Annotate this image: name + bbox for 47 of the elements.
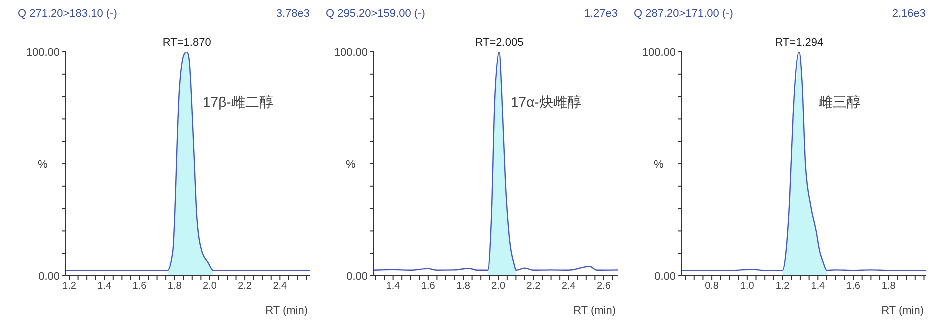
y-tick-label: 0.00 — [346, 270, 368, 283]
y-tick-label: 100.00 — [26, 46, 60, 59]
x-axis-title: RT (min) — [266, 305, 308, 317]
annotation: RT=1.294 — [775, 37, 824, 49]
x-tick-label: 1.6 — [421, 281, 436, 292]
x-tick-label: 2.6 — [597, 281, 612, 292]
x-tick-label: 1.8 — [882, 281, 896, 292]
y-axis-title: % — [38, 158, 48, 171]
annotation: 17α-炔雌醇 — [511, 94, 582, 112]
line-series — [374, 52, 618, 271]
chart-subtitle: 3.78e3 — [276, 8, 310, 22]
x-axis-title: RT (min) — [882, 305, 924, 317]
chart-title: Q 295.20>159.00 (-) — [326, 8, 426, 22]
x-tick-label: 1.4 — [98, 281, 112, 292]
chart-subtitle: 1.27e3 — [584, 8, 618, 22]
x-tick-label: 1.8 — [168, 281, 182, 292]
x-tick-label: 1.2 — [62, 281, 77, 292]
annotation: RT=2.005 — [475, 37, 524, 49]
line-series — [66, 52, 310, 272]
y-tick-label: 100.00 — [642, 46, 676, 59]
y-axis-title: % — [346, 158, 356, 171]
x-tick-label: 1.2 — [776, 281, 790, 292]
annotation: RT=1.870 — [162, 37, 212, 49]
x-tick-label: 2.0 — [202, 281, 218, 292]
x-tick-label: 1.4 — [386, 281, 401, 292]
x-tick-label: 2.2 — [238, 281, 252, 292]
x-tick-label: 0.8 — [705, 281, 720, 292]
x-tick-label: 2.4 — [562, 281, 576, 292]
y-tick-label: 0.00 — [38, 270, 60, 283]
annotation: 雌三醇 — [819, 94, 861, 112]
x-tick-label: 1.6 — [846, 281, 861, 292]
chart-title: Q 271.20>183.10 (-) — [18, 8, 118, 22]
x-tick-label: 2.4 — [273, 281, 288, 292]
line-series — [682, 52, 926, 272]
chart-title: Q 287.20>171.00 (-) — [634, 8, 734, 22]
y-tick-label: 100.00 — [334, 46, 368, 59]
chart-subtitle: 2.16e3 — [892, 8, 926, 22]
x-tick-label: 1.4 — [811, 281, 826, 292]
annotation: 17β-雌二醇 — [203, 94, 274, 112]
y-tick-label: 0.00 — [654, 270, 676, 283]
x-tick-label: 1.8 — [456, 281, 471, 292]
x-tick-label: 1.0 — [740, 281, 755, 292]
x-tick-label: 2.0 — [492, 281, 506, 292]
x-tick-label: 1.6 — [132, 281, 148, 292]
x-tick-label: 2.2 — [526, 281, 542, 292]
x-axis-title: RT (min) — [574, 305, 616, 317]
y-axis-title: % — [654, 158, 664, 171]
